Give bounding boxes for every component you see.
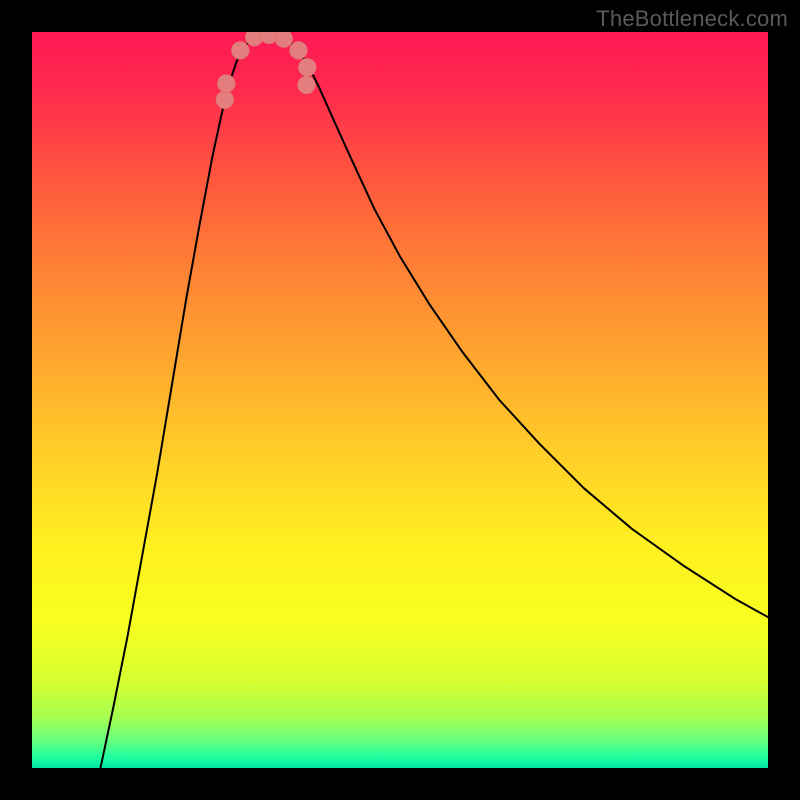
chart-container: TheBottleneck.com — [0, 0, 800, 800]
watermark-text: TheBottleneck.com — [596, 6, 788, 32]
marker-point — [275, 32, 293, 48]
marker-point — [217, 75, 235, 93]
plot-area — [32, 32, 768, 768]
marker-point — [298, 58, 316, 76]
marker-point — [298, 76, 316, 94]
marker-point — [289, 41, 307, 59]
chart-svg — [32, 32, 768, 768]
gradient-background — [32, 32, 768, 768]
marker-point — [231, 41, 249, 59]
marker-point — [216, 91, 234, 109]
